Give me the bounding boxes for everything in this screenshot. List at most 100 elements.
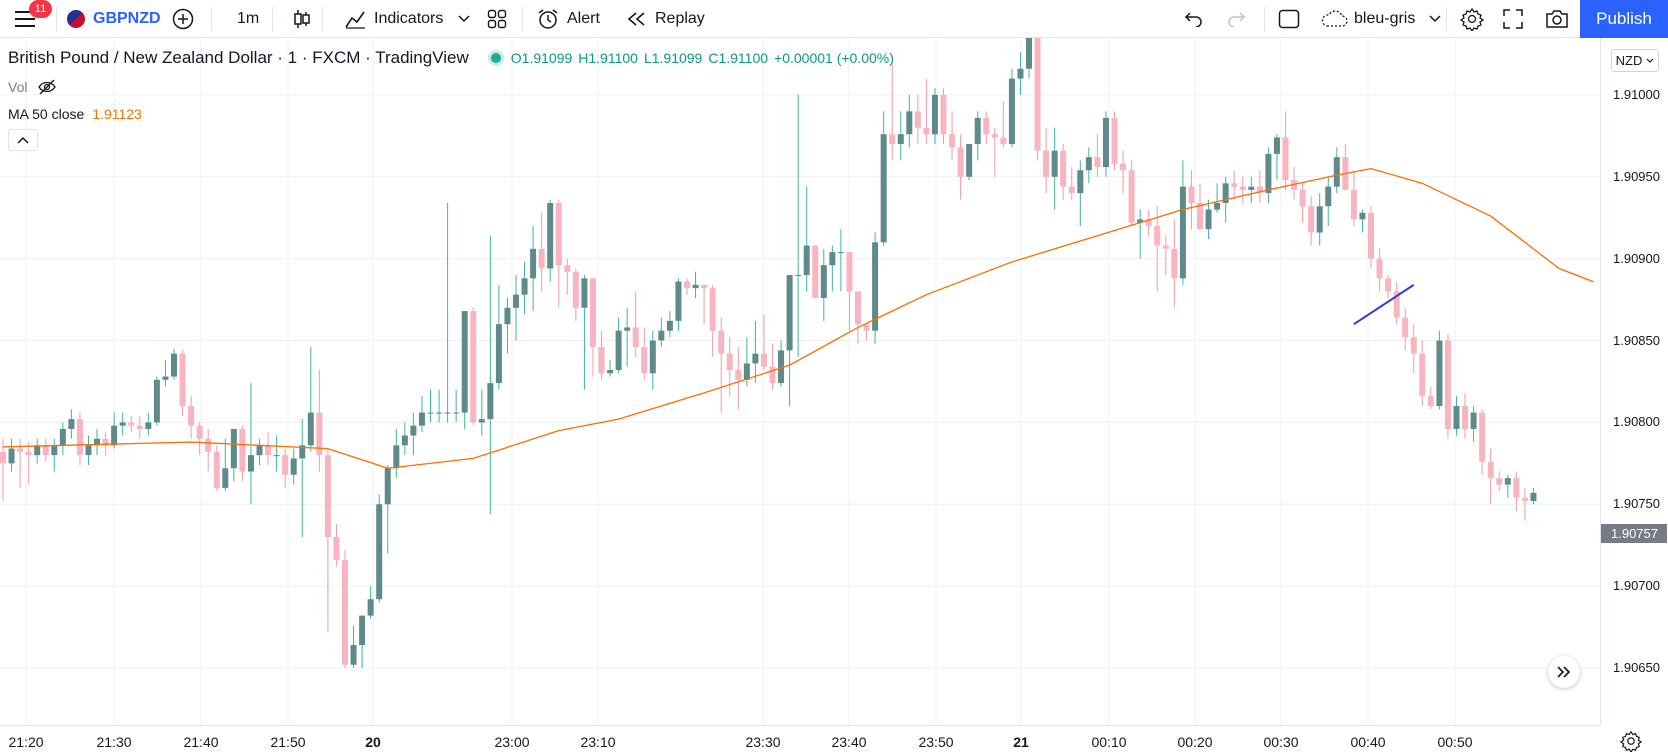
scroll-to-realtime-button[interactable] [1548, 656, 1580, 688]
candle-up [410, 425, 417, 436]
candle-up [359, 615, 366, 646]
alert-button[interactable]: Alert [537, 0, 600, 38]
candle-down [128, 422, 135, 426]
candle-up [837, 252, 844, 254]
candle-up [743, 363, 750, 380]
symbol-search-button[interactable]: GBPNZD [67, 0, 161, 38]
candle-down [1154, 225, 1161, 246]
market-status-icon[interactable] [490, 53, 501, 63]
candle-up [350, 645, 357, 665]
candle-up [530, 248, 537, 279]
ma-label[interactable]: MA 50 close [8, 106, 85, 122]
high-value: H1.91100 [578, 50, 638, 66]
candle-up [478, 419, 485, 423]
candle-down [316, 412, 323, 456]
axis-settings-icon[interactable] [1619, 730, 1644, 754]
candle-up [752, 353, 759, 364]
price-tick-label: 1.90700 [1613, 578, 1660, 594]
notification-badge[interactable]: 11 [29, 0, 52, 18]
chevron-down-icon[interactable] [458, 0, 470, 38]
candle-up [1333, 157, 1340, 187]
theme-selector[interactable]: bleu-gris [1320, 0, 1441, 38]
candle-down [1308, 206, 1315, 233]
candle-down [855, 291, 861, 325]
gear-icon[interactable] [1460, 0, 1484, 38]
candle-up [1530, 492, 1537, 501]
time-tick-label: 21 [1013, 734, 1029, 750]
time-tick-label: 23:00 [494, 734, 530, 750]
candle-up [906, 111, 913, 135]
time-tick-label: 21:50 [270, 734, 306, 750]
time-tick-label: 23:30 [745, 734, 781, 750]
indicators-button[interactable]: Indicators [344, 0, 443, 38]
symbol-description[interactable]: British Pound / New Zealand Dollar · 1 ·… [8, 48, 469, 67]
candle-down [1000, 137, 1007, 145]
candle-up [803, 245, 810, 276]
fullscreen-icon[interactable] [1503, 0, 1525, 38]
candle-down [889, 134, 896, 145]
publish-button[interactable]: Publish [1580, 0, 1668, 38]
candle-down [589, 278, 596, 348]
candle-down [239, 428, 246, 472]
candle-down [1487, 461, 1494, 479]
redo-icon[interactable] [1226, 0, 1248, 38]
camera-icon[interactable] [1545, 0, 1569, 38]
toolbar-divider [1446, 7, 1447, 31]
interval-button[interactable]: 1m [237, 10, 260, 27]
toolbar-divider [322, 7, 323, 31]
toolbar-divider [272, 7, 273, 31]
replay-label: Replay [655, 10, 705, 27]
candle-up [1273, 137, 1280, 154]
close-value: C1.91100 [708, 50, 769, 66]
candle-down [1402, 317, 1409, 338]
currency-selector[interactable]: NZD [1611, 49, 1659, 72]
candle-up [444, 412, 451, 414]
candle-up [1222, 183, 1229, 203]
candle-down [1521, 497, 1528, 501]
collapse-legend-button[interactable] [8, 129, 38, 151]
candles-icon[interactable] [292, 0, 314, 38]
candle-up [1137, 219, 1144, 223]
time-tick-label: 21:20 [8, 734, 44, 750]
candle-up [513, 294, 519, 308]
candle-up [34, 445, 41, 456]
replay-button[interactable]: Replay [627, 0, 705, 38]
candle-down [1368, 212, 1374, 259]
candle-down [1197, 202, 1203, 230]
candle-down [205, 438, 212, 452]
candle-up [1453, 406, 1460, 429]
candle-up [1214, 202, 1221, 210]
compare-symbol-icon[interactable] [172, 0, 194, 38]
candle-up [171, 353, 177, 377]
price-chart[interactable] [0, 38, 1600, 725]
candle-up [1008, 78, 1015, 145]
time-tick-label: 21:40 [183, 734, 219, 750]
undo-icon[interactable] [1184, 0, 1206, 38]
price-axis[interactable]: 1.90650 1.90700 1.90750 1.90800 1.90850 1.909… [1600, 38, 1668, 725]
candle-down [1043, 150, 1050, 177]
trend-line-drawing [1353, 284, 1415, 325]
time-tick-label: 23:50 [918, 734, 954, 750]
candle-down [282, 455, 289, 475]
candle-down [1410, 337, 1417, 354]
fullscreen-rectangle-icon[interactable] [1278, 0, 1300, 38]
price-tick-label: 1.90800 [1613, 414, 1660, 430]
time-axis[interactable]: 21:20 21:30 21:40 21:50 20 23:00 23:10 23:30 23:… [0, 725, 1600, 756]
layouts-icon[interactable] [487, 0, 509, 38]
candle-down [555, 202, 562, 266]
candle-up [1017, 68, 1024, 79]
candle-up [1051, 150, 1058, 177]
open-value: O1.91099 [510, 50, 573, 66]
candle-down [538, 248, 545, 269]
candle-up [897, 134, 904, 145]
candle-up [1026, 38, 1032, 69]
candle-up [1248, 186, 1255, 190]
chevron-down-icon [1646, 58, 1654, 63]
candle-up [367, 599, 374, 616]
candle-up [666, 320, 673, 331]
candle-down [1256, 186, 1263, 194]
volume-label[interactable]: Vol [8, 79, 28, 95]
hidden-eye-icon[interactable] [37, 79, 57, 95]
candle-up [931, 94, 938, 135]
candle-down [1419, 353, 1426, 397]
